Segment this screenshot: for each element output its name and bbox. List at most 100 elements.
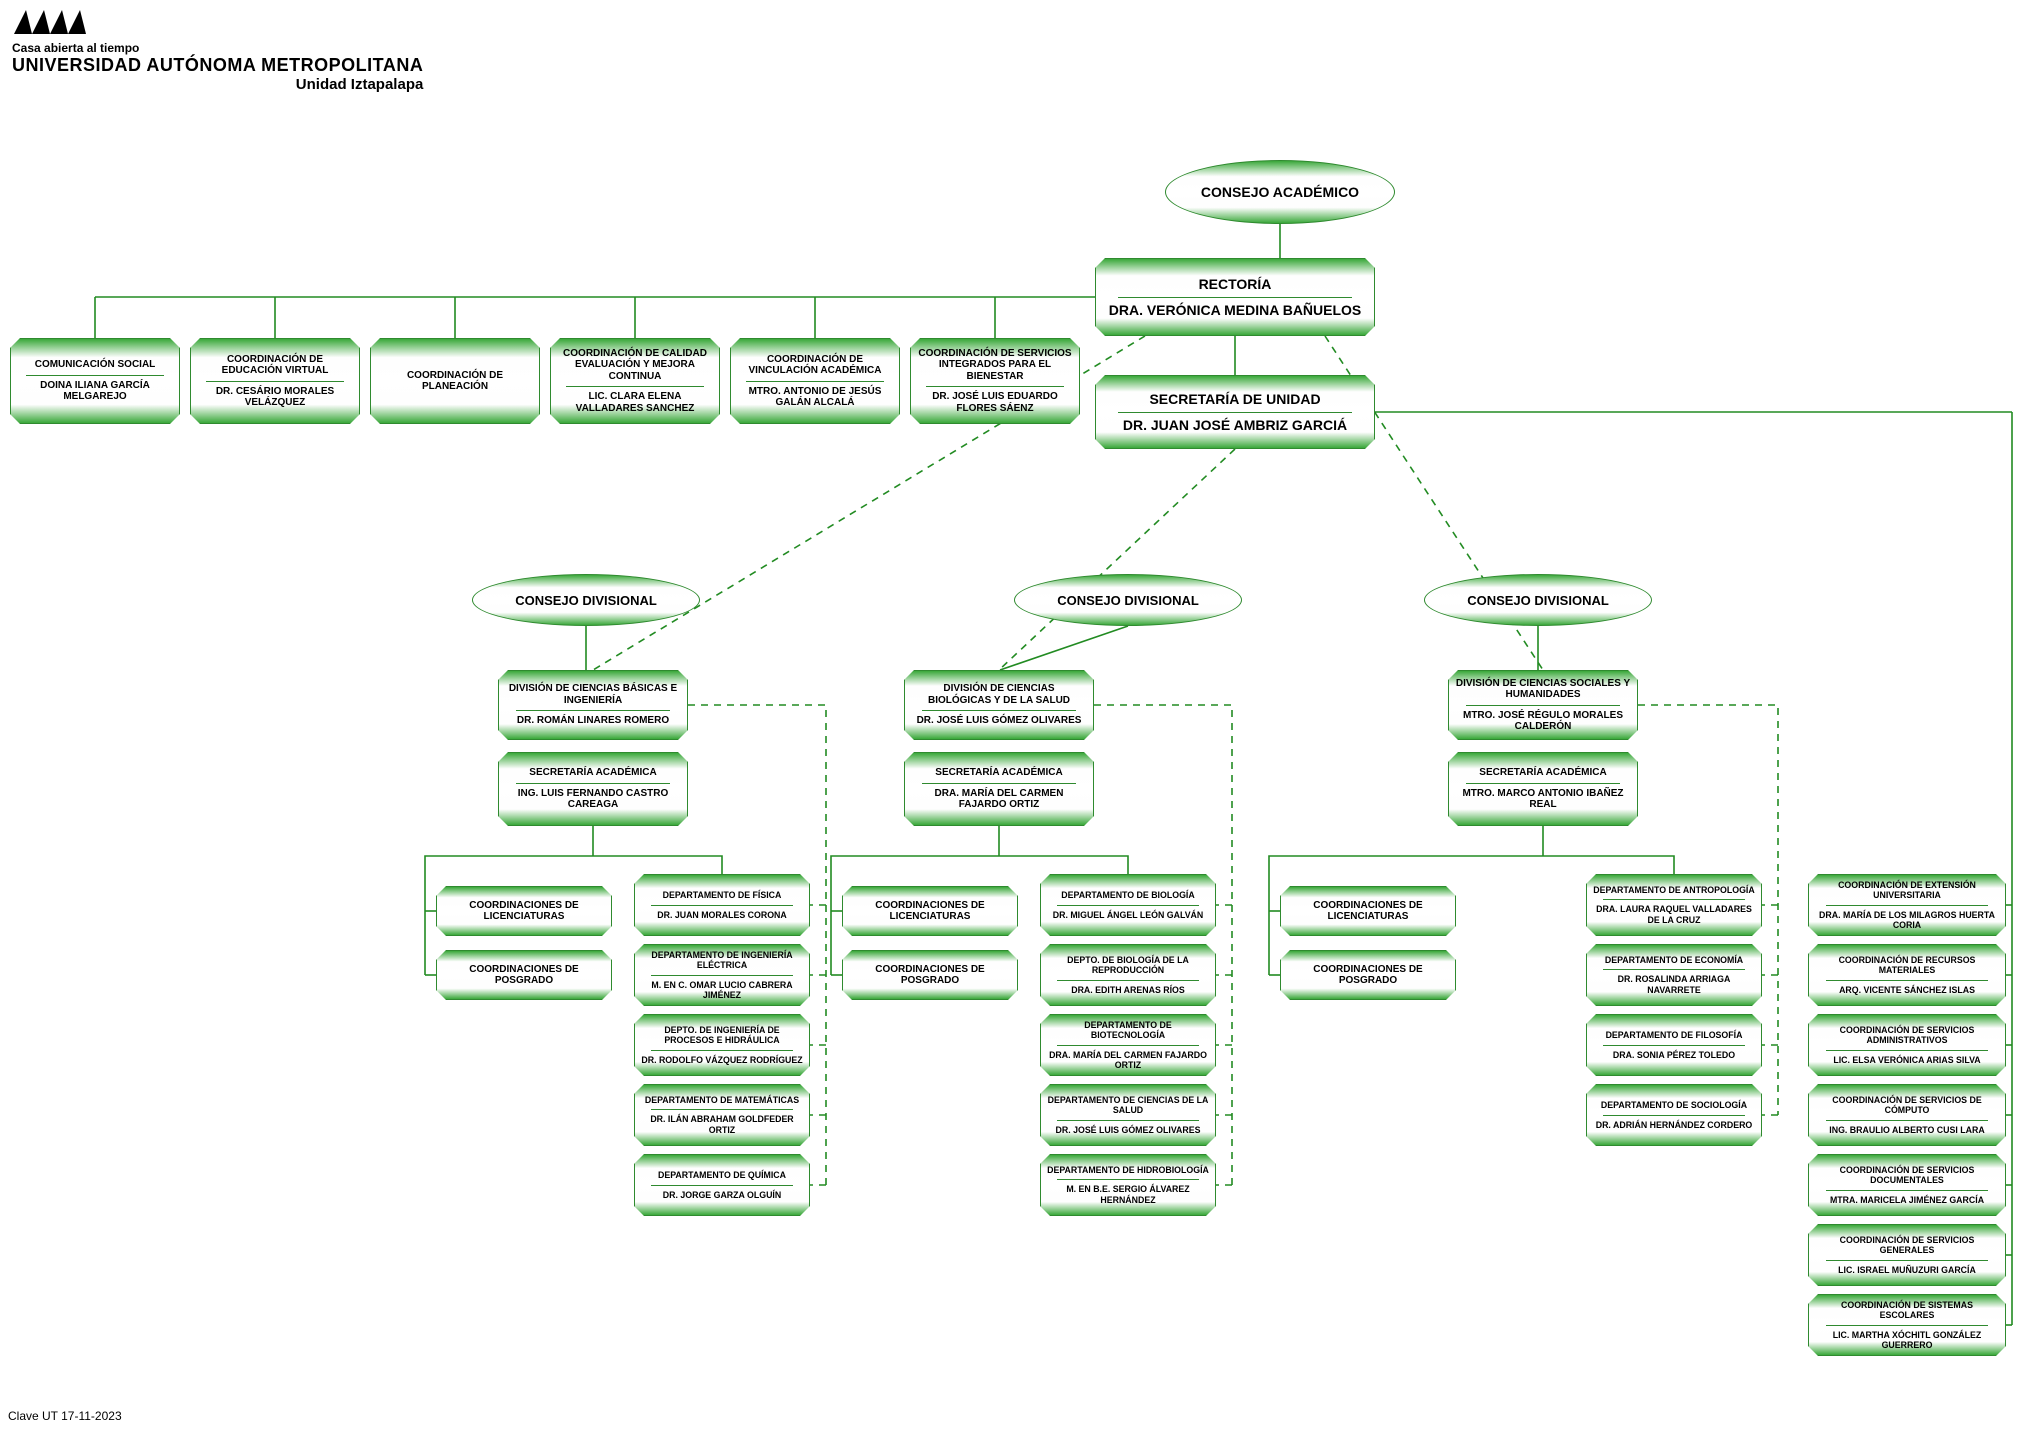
node-person: DR. JOSÉ LUIS EDUARDO FLORES SÁENZ [917, 391, 1073, 414]
node-separator [516, 710, 671, 711]
node-title: COORDINACIÓN DE PLANEACIÓN [377, 370, 533, 393]
node-person: LIC. ELSA VERÓNICA ARIAS SILVA [1833, 1055, 1980, 1065]
node-separator [1603, 969, 1746, 970]
node-separator [651, 1185, 794, 1186]
node-separator [1826, 1260, 1988, 1261]
node-separator [206, 381, 343, 382]
node-separator [1118, 412, 1352, 413]
node-title: DEPTO. DE BIOLOGÍA DE LA REPRODUCCIÓN [1047, 955, 1209, 975]
node-title: COORDINACIÓN DE EDUCACIÓN VIRTUAL [197, 354, 353, 377]
org-node-div_cbs: DIVISIÓN DE CIENCIAS BIOLÓGICAS Y DE LA … [904, 670, 1094, 740]
node-person: ING. BRAULIO ALBERTO CUSI LARA [1829, 1125, 1984, 1135]
node-title: DEPARTAMENTO DE ANTROPOLOGÍA [1593, 885, 1754, 895]
node-separator [746, 381, 883, 382]
node-title: SECRETARÍA ACADÉMICA [935, 767, 1062, 779]
node-title: COORDINACIONES DE LICENCIATURAS [443, 900, 605, 923]
node-person: DRA. SONIA PÉREZ TOLEDO [1613, 1050, 1735, 1060]
node-person: DR. ILÁN ABRAHAM GOLDFEDER ORTIZ [641, 1114, 803, 1134]
node-title: COORDINACIÓN DE SERVICIOS INTEGRADOS PAR… [917, 348, 1073, 383]
node-person: DRA. EDITH ARENAS RÍOS [1071, 985, 1185, 995]
footer-key: Clave UT 17-11-2023 [8, 1409, 122, 1423]
org-node-cbi_dept_fisica: DEPARTAMENTO DE FÍSICADR. JUAN MORALES C… [634, 874, 810, 936]
org-node-cbs_pos: COORDINACIONES DE POSGRADO [842, 950, 1018, 1000]
node-person: DR. JUAN JOSÉ AMBRIZ GARCIÁ [1123, 417, 1347, 433]
org-node-csh_dept_filo: DEPARTAMENTO DE FILOSOFÍADRA. SONIA PÉRE… [1586, 1014, 1762, 1076]
org-node-csh_dept_antro: DEPARTAMENTO DE ANTROPOLOGÍA DRA. LAURA R… [1586, 874, 1762, 936]
org-node-csh_dept_soc: DEPARTAMENTO DE SOCIOLOGÍADR. ADRIÁN HER… [1586, 1084, 1762, 1146]
org-node-cbi_pos: COORDINACIONES DE POSGRADO [436, 950, 612, 1000]
org-node-su_doc: COORDINACIÓN DE SERVICIOS DOCUMENTALESMT… [1808, 1154, 2006, 1216]
node-person: M. EN C. OMAR LUCIO CABRERA JIMÉNEZ [641, 980, 803, 1000]
node-person: LIC. MARTHA XÓCHITL GONZÁLEZ GUERRERO [1815, 1330, 1999, 1350]
node-title: RECTORÍA [1199, 276, 1272, 292]
node-title: DEPARTAMENTO DE HIDROBIOLOGÍA [1047, 1165, 1209, 1175]
node-person: DRA. MARÍA DEL CARMEN FAJARDO ORTIZ [1047, 1050, 1209, 1070]
org-node-secretaria_unidad: SECRETARÍA DE UNIDADDR. JUAN JOSÉ AMBRIZ… [1095, 375, 1375, 449]
node-title: COORDINACIÓN DE VINCULACIÓN ACADÉMICA [737, 354, 893, 377]
node-separator [1057, 980, 1200, 981]
node-title: COORDINACIONES DE POSGRADO [1287, 964, 1449, 987]
node-title: COORDINACIÓN DE EXTENSIÓN UNIVERSITARIA [1815, 880, 1999, 900]
node-title: COORDINACIONES DE LICENCIATURAS [1287, 900, 1449, 923]
org-node-cbi_dept_mate: DEPARTAMENTO DE MATEMÁTICAS DR. ILÁN ABRA… [634, 1084, 810, 1146]
node-separator [1826, 1190, 1988, 1191]
node-separator [1826, 1050, 1988, 1051]
node-separator [651, 975, 794, 976]
org-node-consejo_academico: CONSEJO ACADÉMICO [1165, 160, 1395, 224]
node-person: MTRO. MARCO ANTONIO IBAÑEZ REAL [1455, 788, 1631, 811]
node-title: COORDINACIONES DE POSGRADO [443, 964, 605, 987]
node-person: M. EN B.E. SERGIO ÁLVAREZ HERNÁNDEZ [1047, 1184, 1209, 1204]
org-node-cbi_dept_quim: DEPARTAMENTO DE QUÍMICADR. JORGE GARZA O… [634, 1154, 810, 1216]
org-node-sec_cbi: SECRETARÍA ACADÉMICAING. LUIS FERNANDO C… [498, 752, 688, 826]
node-separator [1057, 905, 1200, 906]
node-person: DR. RODOLFO VÁZQUEZ RODRÍGUEZ [641, 1055, 802, 1065]
node-person: DR. ROMÁN LINARES ROMERO [517, 715, 669, 727]
node-person: DOINA ILIANA GARCÍA MELGAREJO [17, 380, 173, 403]
node-title: COORDINACIÓN DE SERVICIOS DOCUMENTALES [1815, 1165, 1999, 1185]
node-title: COORDINACIÓN DE SERVICIOS ADMINISTRATIVO… [1815, 1025, 1999, 1045]
node-title: CONSEJO DIVISIONAL [515, 593, 657, 608]
node-title: DEPARTAMENTO DE FÍSICA [663, 890, 782, 900]
uam-logo [12, 6, 102, 41]
node-title: DEPARTAMENTO DE INGENIERÍA ELÉCTRICA [641, 950, 803, 970]
node-person: DR. JOSÉ LUIS GÓMEZ OLIVARES [1055, 1125, 1200, 1135]
node-person: LIC. ISRAEL MUÑUZURI GARCÍA [1838, 1265, 1976, 1275]
node-separator [1057, 1045, 1200, 1046]
node-separator [651, 905, 794, 906]
node-separator [922, 710, 1077, 711]
node-person: ARQ. VICENTE SÁNCHEZ ISLAS [1839, 985, 1975, 995]
node-title: DEPARTAMENTO DE SOCIOLOGÍA [1601, 1100, 1747, 1110]
node-title: DEPARTAMENTO DE BIOLOGÍA [1061, 890, 1194, 900]
org-node-cbi_lic: COORDINACIONES DE LICENCIATURAS [436, 886, 612, 936]
org-node-cbs_dept_bio: DEPARTAMENTO DE BIOLOGÍA DR. MIGUEL ÁNGEL… [1040, 874, 1216, 936]
node-separator [926, 386, 1063, 387]
node-title: DEPARTAMENTO DE MATEMÁTICAS [645, 1095, 799, 1105]
org-node-su_esc: COORDINACIÓN DE SISTEMAS ESCOLARESLIC. M… [1808, 1294, 2006, 1356]
node-separator [26, 375, 163, 376]
node-title: DEPARTAMENTO DE ECONOMÍA [1605, 955, 1743, 965]
node-separator [651, 1050, 794, 1051]
node-title: DIVISIÓN DE CIENCIAS SOCIALES Y HUMANIDA… [1455, 678, 1631, 701]
org-node-coord_calidad: COORDINACIÓN DE CALIDAD EVALUACIÓN Y MEJ… [550, 338, 720, 424]
org-node-csh_pos: COORDINACIONES DE POSGRADO [1280, 950, 1456, 1000]
node-person: DR. JOSÉ LUIS GÓMEZ OLIVARES [917, 715, 1082, 727]
node-person: DR. CESÁRIO MORALES VELÁZQUEZ [197, 386, 353, 409]
node-person: DRA. VERÓNICA MEDINA BAÑUELOS [1109, 302, 1362, 318]
node-person: ING. LUIS FERNANDO CASTRO CAREAGA [505, 788, 681, 811]
node-person: DRA. LAURA RAQUEL VALLADARES DE LA CRUZ [1593, 904, 1755, 924]
node-separator [1603, 1115, 1746, 1116]
node-separator [1466, 705, 1621, 706]
node-separator [1826, 905, 1988, 906]
org-node-consejo_div_1: CONSEJO DIVISIONAL [472, 574, 700, 626]
node-title: DIVISIÓN DE CIENCIAS BÁSICAS E INGENIERÍ… [505, 683, 681, 706]
node-separator [1118, 297, 1352, 298]
org-node-su_ext: COORDINACIÓN DE EXTENSIÓN UNIVERSITARIAD… [1808, 874, 2006, 936]
node-separator [1057, 1120, 1200, 1121]
node-separator [1826, 1120, 1988, 1121]
node-person: DR. JORGE GARZA OLGUÍN [663, 1190, 781, 1200]
node-title: CONSEJO DIVISIONAL [1057, 593, 1199, 608]
node-title: COORDINACIÓN DE CALIDAD EVALUACIÓN Y MEJ… [557, 348, 713, 383]
node-title: DEPARTAMENTO DE BIOTECNOLOGÍA [1047, 1020, 1209, 1040]
node-person: DR. MIGUEL ÁNGEL LEÓN GALVÁN [1053, 910, 1204, 920]
org-node-cbs_dept_hidro: DEPARTAMENTO DE HIDROBIOLOGÍA M. EN B.E. … [1040, 1154, 1216, 1216]
